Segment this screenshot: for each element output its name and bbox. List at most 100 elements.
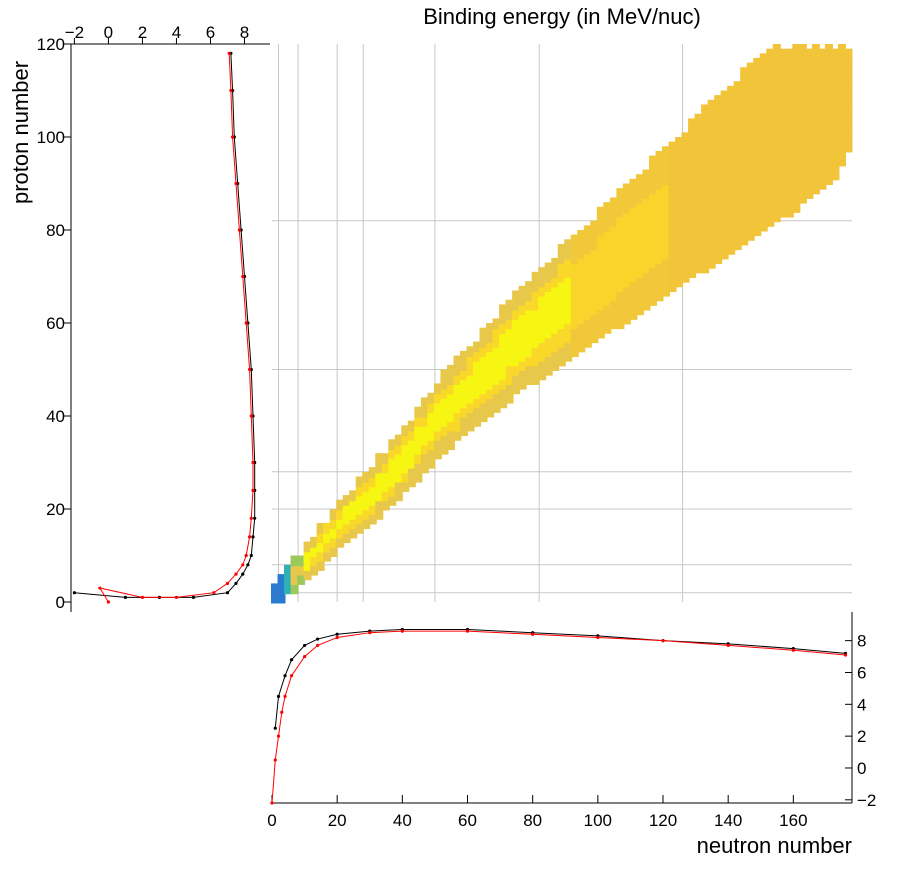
- heat-cell: [616, 206, 625, 218]
- heat-cell: [753, 225, 762, 237]
- heat-cell: [355, 522, 364, 534]
- heat-cell: [362, 490, 371, 502]
- heat-cell: [707, 239, 716, 251]
- heat-cell: [662, 285, 671, 297]
- heat-cell: [323, 532, 332, 544]
- heat-cell: [564, 332, 573, 344]
- be-right-axis-ticks: −2 0 2 4 6 8: [845, 632, 876, 810]
- heat-cell: [479, 383, 488, 395]
- heat-cell: [420, 425, 429, 437]
- heat-cell: [681, 271, 690, 283]
- heat-cell: [648, 192, 657, 204]
- heat-cell: [466, 364, 475, 376]
- heat-cell: [655, 281, 664, 292]
- heat-cell: [609, 243, 618, 255]
- heat-cell: [622, 248, 631, 260]
- heat-cell: [720, 174, 729, 185]
- heat-cell: [714, 243, 723, 255]
- heat-cell: [342, 513, 351, 525]
- heat-cell: [668, 169, 677, 181]
- heat-cell: [544, 318, 553, 330]
- heat-cell: [688, 164, 697, 176]
- heat-cell: [746, 230, 755, 241]
- heat-cell: [753, 57, 762, 69]
- proton-series-point: [247, 535, 252, 539]
- heat-cell: [662, 211, 671, 223]
- heat-cell: [785, 67, 794, 79]
- heat-cell: [407, 420, 416, 432]
- heat-cell: [518, 341, 527, 353]
- heat-cell: [798, 183, 807, 195]
- heat-cell: [486, 388, 495, 399]
- heat-cell: [746, 202, 755, 213]
- heat-cell: [414, 406, 423, 418]
- heat-cell: [538, 323, 547, 334]
- heat-cell: [792, 174, 801, 185]
- heat-cell: [681, 178, 690, 190]
- heat-cell: [349, 518, 358, 530]
- heat-cell: [655, 169, 664, 181]
- proton-series-point: [225, 591, 230, 595]
- heat-cell: [655, 225, 664, 237]
- heat-cell: [779, 123, 788, 134]
- heat-cell: [785, 178, 794, 190]
- heat-cell: [525, 309, 534, 320]
- heat-cell: [766, 188, 775, 199]
- heat-cell: [596, 281, 605, 292]
- heat-cell: [648, 211, 657, 223]
- heat-cell: [701, 188, 710, 199]
- heat-cell: [394, 434, 403, 446]
- heat-cell: [381, 462, 390, 474]
- heat-cell: [466, 402, 475, 413]
- heat-cell: [714, 197, 723, 209]
- heat-cell: [759, 183, 768, 195]
- heat-cell: [355, 504, 364, 516]
- heat-cell: [798, 192, 807, 204]
- heat-cell: [779, 178, 788, 190]
- heat-cell: [785, 141, 794, 153]
- heat-cell: [740, 132, 749, 144]
- heat-cell: [394, 481, 403, 492]
- heat-cell: [577, 248, 586, 260]
- heat-cell: [564, 313, 573, 325]
- heat-cell: [551, 323, 560, 334]
- heat-cell: [720, 230, 729, 241]
- heat-cell: [512, 309, 521, 320]
- heat-cell: [388, 485, 397, 497]
- heat-cell: [642, 206, 651, 218]
- heat-cell: [583, 309, 592, 320]
- heat-cell: [759, 155, 768, 167]
- heat-cell: [622, 295, 631, 306]
- heat-cell: [675, 230, 684, 241]
- heat-cell: [499, 360, 508, 371]
- heat-cell: [701, 216, 710, 227]
- heat-cell: [688, 118, 697, 130]
- heat-cell: [303, 550, 312, 562]
- heat-cell: [355, 476, 364, 488]
- proton-series-point: [229, 88, 233, 93]
- heat-cell: [694, 141, 703, 153]
- heat-cell: [772, 118, 781, 130]
- heat-cell: [570, 271, 579, 283]
- heat-cell: [394, 471, 403, 483]
- heat-cell: [544, 355, 553, 367]
- heat-cell: [720, 183, 729, 195]
- y-axis-title: proton number: [8, 61, 33, 204]
- heat-cell: [440, 369, 449, 381]
- heat-cell: [759, 90, 768, 102]
- heat-cell: [759, 192, 768, 204]
- heat-cell: [824, 109, 833, 120]
- heat-cell: [446, 402, 455, 413]
- heat-cell: [733, 109, 742, 120]
- heat-cell: [557, 290, 566, 302]
- heat-cell: [551, 304, 560, 316]
- proton-projection-series: [72, 51, 257, 604]
- heat-cell: [466, 420, 475, 432]
- proton-series-line: [74, 53, 256, 598]
- heat-cell: [518, 350, 527, 362]
- heat-cell: [479, 374, 488, 385]
- heat-cell: [772, 81, 781, 92]
- heat-cell: [303, 569, 312, 581]
- heat-cell: [407, 457, 416, 469]
- heat-cell: [525, 281, 534, 292]
